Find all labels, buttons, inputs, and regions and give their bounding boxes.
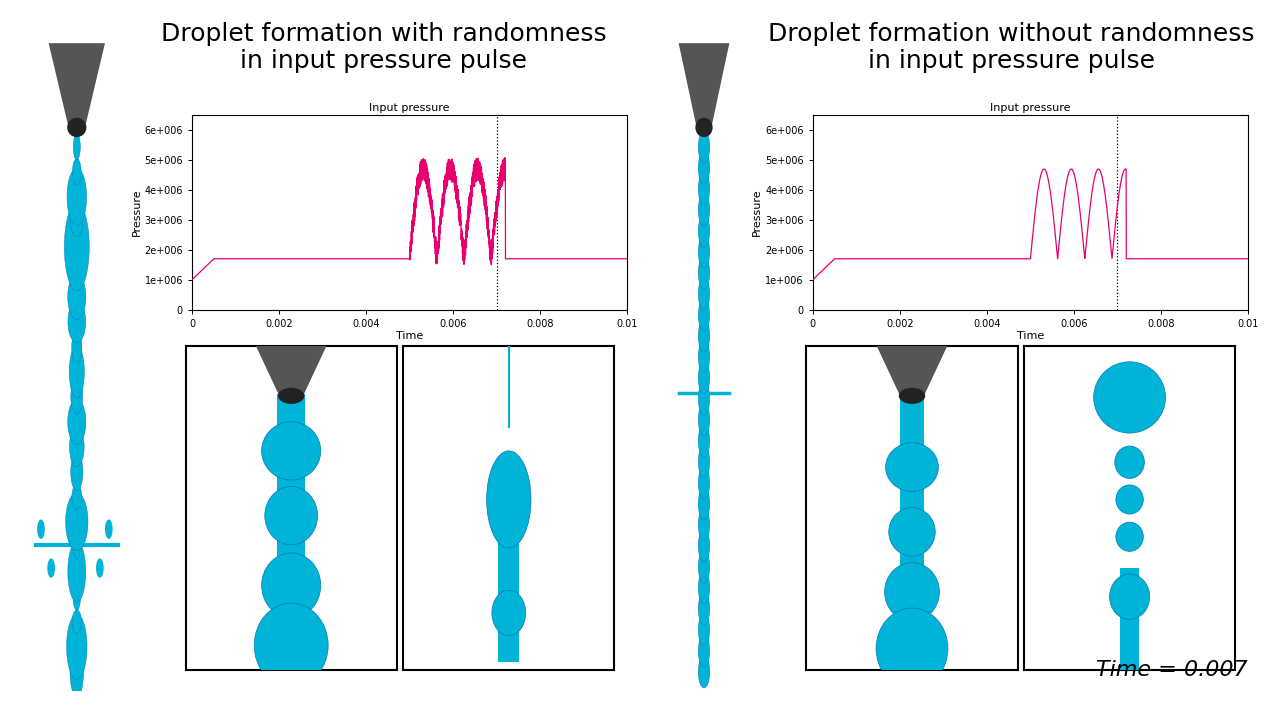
Ellipse shape [699,215,709,247]
Ellipse shape [261,553,321,618]
Ellipse shape [699,235,709,268]
Ellipse shape [699,382,709,415]
Ellipse shape [73,258,81,286]
Ellipse shape [65,492,88,551]
Ellipse shape [699,572,709,604]
Ellipse shape [699,467,709,499]
Ellipse shape [699,256,709,289]
Polygon shape [49,43,105,124]
Ellipse shape [68,541,86,602]
Ellipse shape [699,655,709,688]
Ellipse shape [699,446,709,478]
Ellipse shape [888,508,936,557]
Ellipse shape [70,380,83,414]
Ellipse shape [699,361,709,394]
Ellipse shape [70,207,83,237]
Ellipse shape [73,158,81,185]
Ellipse shape [699,341,709,373]
Ellipse shape [72,331,82,362]
Bar [498,516,520,597]
Bar [278,395,305,672]
Ellipse shape [699,487,709,520]
Polygon shape [876,343,948,395]
Y-axis label: Pressure: Pressure [753,189,763,236]
Ellipse shape [255,603,328,688]
Ellipse shape [69,346,84,398]
Ellipse shape [699,613,709,646]
Y-axis label: Pressure: Pressure [132,189,142,236]
X-axis label: Time: Time [1016,331,1044,341]
Ellipse shape [64,203,90,291]
Ellipse shape [265,487,317,545]
Ellipse shape [68,117,86,137]
Ellipse shape [884,563,940,621]
Ellipse shape [1116,522,1143,552]
Ellipse shape [1115,446,1144,478]
Ellipse shape [69,427,84,467]
Ellipse shape [899,387,925,404]
Ellipse shape [695,117,713,137]
Ellipse shape [72,610,82,634]
Ellipse shape [699,320,709,352]
Ellipse shape [886,443,938,491]
Ellipse shape [699,508,709,541]
Ellipse shape [68,274,86,320]
Ellipse shape [699,152,709,184]
Ellipse shape [1093,361,1166,433]
X-axis label: Time: Time [396,331,424,341]
Ellipse shape [1116,485,1143,514]
Ellipse shape [67,168,87,225]
Ellipse shape [699,299,709,331]
Ellipse shape [699,278,709,310]
Ellipse shape [699,194,709,226]
Ellipse shape [699,551,709,583]
Polygon shape [678,43,730,124]
Ellipse shape [37,519,45,539]
Ellipse shape [492,590,526,636]
Ellipse shape [278,387,305,404]
Ellipse shape [68,301,86,343]
Ellipse shape [699,530,709,562]
Ellipse shape [699,634,709,667]
Title: Input pressure: Input pressure [991,103,1070,113]
Bar [900,395,924,672]
Ellipse shape [67,614,87,680]
Text: Time = 0.007: Time = 0.007 [1097,660,1248,680]
Bar [498,610,520,662]
Ellipse shape [261,422,321,480]
Title: Input pressure: Input pressure [370,103,449,113]
Ellipse shape [70,647,83,697]
Bar [1120,567,1139,672]
Ellipse shape [47,559,55,577]
Text: Droplet formation without randomness
in input pressure pulse: Droplet formation without randomness in … [768,22,1254,73]
Ellipse shape [486,451,531,548]
Ellipse shape [96,559,104,577]
Ellipse shape [72,484,82,510]
Ellipse shape [876,608,948,689]
Ellipse shape [68,399,86,444]
Ellipse shape [73,583,81,611]
Ellipse shape [73,534,81,559]
Ellipse shape [699,593,709,625]
Ellipse shape [1110,574,1149,619]
Polygon shape [255,343,328,395]
Text: Droplet formation with randomness
in input pressure pulse: Droplet formation with randomness in inp… [161,22,607,73]
Ellipse shape [699,404,709,436]
Ellipse shape [105,519,113,539]
Ellipse shape [70,453,83,490]
Ellipse shape [73,134,81,160]
Ellipse shape [699,425,709,457]
Ellipse shape [699,173,709,205]
Ellipse shape [699,130,709,163]
